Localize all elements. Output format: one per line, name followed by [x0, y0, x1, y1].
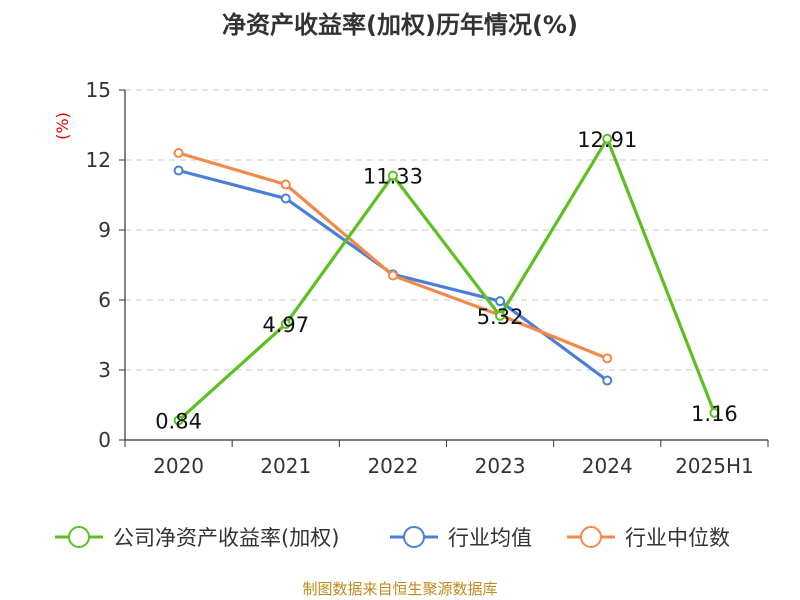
x-tick-label: 2023 [475, 454, 526, 478]
series-line-0 [177, 137, 716, 422]
x-tick-label: 2020 [153, 454, 204, 478]
data-label: 0.84 [155, 409, 202, 433]
legend-label-1: 行业均值 [448, 526, 532, 550]
series-point-1 [173, 165, 184, 176]
series-point-0 [173, 415, 184, 426]
series-point-2 [173, 148, 184, 158]
series-point-2 [602, 353, 613, 364]
grid [125, 89, 768, 371]
series-point-2 [280, 179, 291, 190]
legend-label-2: 行业中位数 [625, 526, 730, 550]
y-tick-label: 9 [98, 218, 111, 242]
data-label: 4.97 [262, 313, 309, 337]
series-point-0 [495, 310, 506, 321]
x-tick-label: 2022 [367, 454, 418, 478]
data-label: 1.16 [691, 402, 738, 426]
series-point-1 [495, 296, 506, 307]
legend-label-0: 公司净资产收益率(加权) [113, 526, 339, 550]
legend: 公司净资产收益率(加权) 行业均值 行业中位数 [55, 526, 730, 550]
y-tick-label: 3 [98, 358, 111, 382]
data-label: 12.91 [577, 128, 637, 152]
series-point-1 [280, 193, 291, 204]
series-point-0 [709, 407, 720, 418]
x-tick-label: 2021 [260, 454, 311, 478]
source-note: 制图数据来自恒生聚源数据库 [302, 580, 497, 598]
series-point-1 [602, 375, 613, 386]
y-tick-label: 0 [98, 428, 111, 452]
data-labels: 0.84 4.97 11.33 5.32 12.91 1.16 [155, 128, 738, 434]
x-tick-label: 2024 [582, 454, 633, 478]
series-point-0 [280, 319, 291, 330]
chart-title: 净资产收益率(加权)历年情况(%) [222, 11, 578, 39]
legend-marker-2 [580, 526, 602, 548]
legend-marker-0 [68, 526, 90, 548]
y-axis-unit-label: (%) [53, 112, 72, 140]
y-tick-label: 15 [86, 78, 111, 102]
series [173, 133, 720, 426]
series-point-0 [602, 133, 613, 144]
y-tick-label: 12 [86, 148, 111, 172]
data-label: 11.33 [363, 165, 423, 189]
axes: 0 3 6 9 12 15 2020 2021 2022 2023 2024 2025H1 [86, 78, 769, 478]
series-point-2 [387, 270, 398, 281]
data-label: 5.32 [477, 305, 524, 329]
series-point-0 [387, 170, 398, 181]
y-tick-label: 6 [98, 288, 111, 312]
legend-marker-1 [403, 526, 425, 548]
x-tick-label: 2025H1 [675, 454, 754, 478]
